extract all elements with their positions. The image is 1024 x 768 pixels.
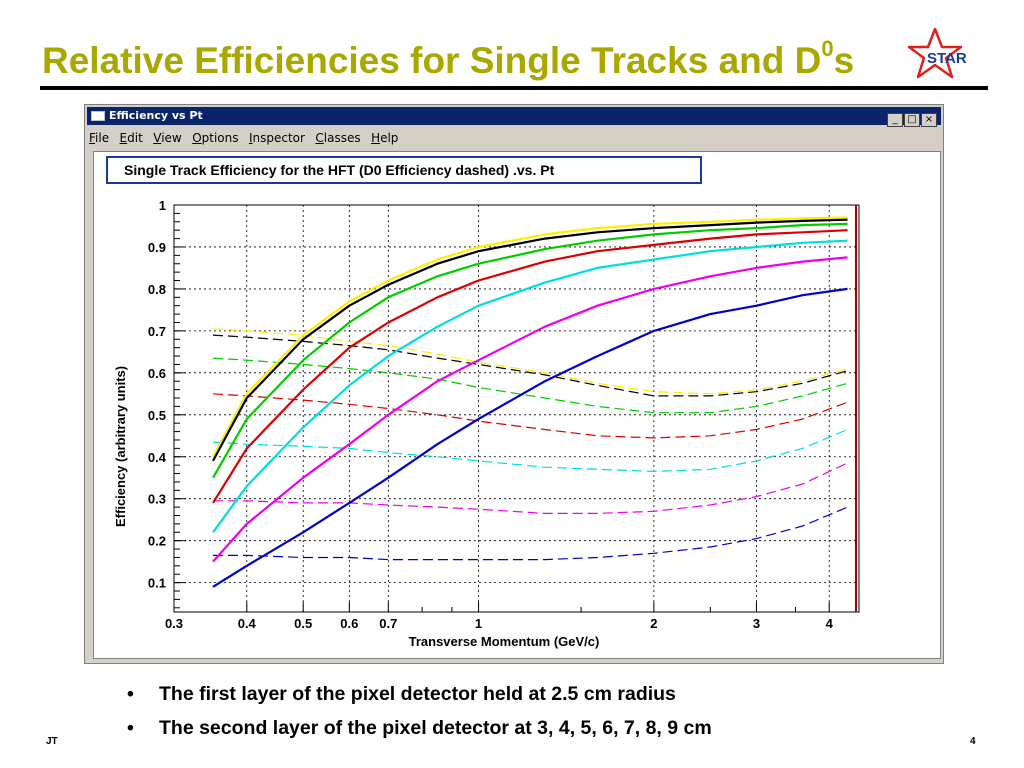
slide-title: Relative Efficiencies for Single Tracks … <box>42 36 855 82</box>
efficiency-plot: 0.3 0.4 0.5 0.6 0.7 1 2 3 4 0.1 0.2 0.3 0.4 0.5 0.6 0.7… <box>113 198 860 649</box>
y-tick-label: 1 <box>159 198 166 213</box>
track-efficiency-curve <box>212 216 848 458</box>
plot-frame <box>173 204 860 613</box>
y-axis-label: Efficiency (arbitrary units) <box>113 366 128 527</box>
star-logo: STAR <box>907 27 967 79</box>
y-tick-label: 0.7 <box>148 324 166 339</box>
x-tick-label: 3 <box>753 616 760 631</box>
bullet-item: The second layer of the pixel detector a… <box>125 717 712 741</box>
track-efficiency-curve <box>212 229 848 504</box>
menu-view[interactable]: View <box>153 131 182 145</box>
x-tick-label: 0.3 <box>165 616 183 631</box>
menu-file[interactable]: File <box>89 131 110 145</box>
x-tick-label: 2 <box>650 616 657 631</box>
chart-title: Single Track Efficiency for the HFT (D0 … <box>106 156 702 184</box>
x-tick-label: 4 <box>826 616 834 631</box>
bullet-item: The first layer of the pixel detector he… <box>125 683 712 707</box>
x-tick-label: 0.5 <box>294 616 312 631</box>
page-number: 4 <box>970 736 976 747</box>
axes: 0.3 0.4 0.5 0.6 0.7 1 2 3 4 0.1 0.2 0.3 0.4 0.5 0.6 0.7… <box>148 198 834 631</box>
plot-canvas[interactable]: Single Track Efficiency for the HFT (D0 … <box>93 151 941 659</box>
y-tick-label: 0.4 <box>148 450 167 465</box>
d0-efficiency-curve <box>212 357 848 414</box>
slide-title-suffix: s <box>833 40 855 81</box>
y-tick-label: 0.8 <box>148 282 166 297</box>
y-tick-label: 0.2 <box>148 534 166 549</box>
d0-efficiency-curve <box>212 428 848 472</box>
x-axis-label: Transverse Momentum (GeV/c) <box>409 634 600 649</box>
menubar: File Edit View Options Inspector Classes… <box>89 129 404 147</box>
star-logo-text: STAR <box>927 50 967 67</box>
root-canvas-window: Efficiency vs Pt _ □ × File Edit View Opti… <box>84 104 944 664</box>
track-efficiency-curve <box>212 256 848 563</box>
menu-help[interactable]: Help <box>371 131 399 145</box>
track-efficiency-curve <box>212 287 848 588</box>
x-tick-label: 0.4 <box>238 616 257 631</box>
x-tick-label: 1 <box>475 616 482 631</box>
menu-classes[interactable]: Classes <box>315 131 361 145</box>
y-tick-label: 0.9 <box>148 240 166 255</box>
minimize-button[interactable]: _ <box>887 113 903 127</box>
d0-efficiency-curve <box>212 393 848 439</box>
bullet-list: The first layer of the pixel detector he… <box>125 683 712 751</box>
maximize-button[interactable]: □ <box>904 113 920 127</box>
track-efficiency-curve <box>212 218 848 462</box>
window-app-icon <box>91 111 105 121</box>
y-tick-label: 0.1 <box>148 576 166 591</box>
y-tick-label: 0.3 <box>148 492 166 507</box>
grid-lines <box>174 205 859 612</box>
footer-author: JT <box>46 736 58 747</box>
title-underline <box>40 86 988 90</box>
menu-inspector[interactable]: Inspector <box>248 131 305 145</box>
slide-title-text: Relative Efficiencies for Single Tracks … <box>42 40 822 81</box>
series-curves <box>212 216 848 588</box>
track-efficiency-curve <box>212 222 848 479</box>
menu-edit[interactable]: Edit <box>119 131 143 145</box>
window-titlebar[interactable]: Efficiency vs Pt _ □ × <box>87 107 941 127</box>
y-tick-label: 0.6 <box>148 366 166 381</box>
close-button[interactable]: × <box>921 113 937 127</box>
star-logo-icon <box>907 27 963 79</box>
window-title: Efficiency vs Pt <box>109 109 203 122</box>
d0-efficiency-curve <box>212 328 848 395</box>
track-efficiency-curve <box>212 239 848 533</box>
d0-efficiency-curve <box>213 506 848 561</box>
y-tick-label: 0.5 <box>148 408 166 423</box>
x-tick-label: 0.6 <box>340 616 358 631</box>
x-tick-label: 0.7 <box>379 616 397 631</box>
d0-efficiency-curve <box>213 462 848 514</box>
d0-efficiency-curve <box>212 334 848 397</box>
slide-title-superscript: 0 <box>821 36 834 61</box>
menu-options[interactable]: Options <box>192 131 239 145</box>
